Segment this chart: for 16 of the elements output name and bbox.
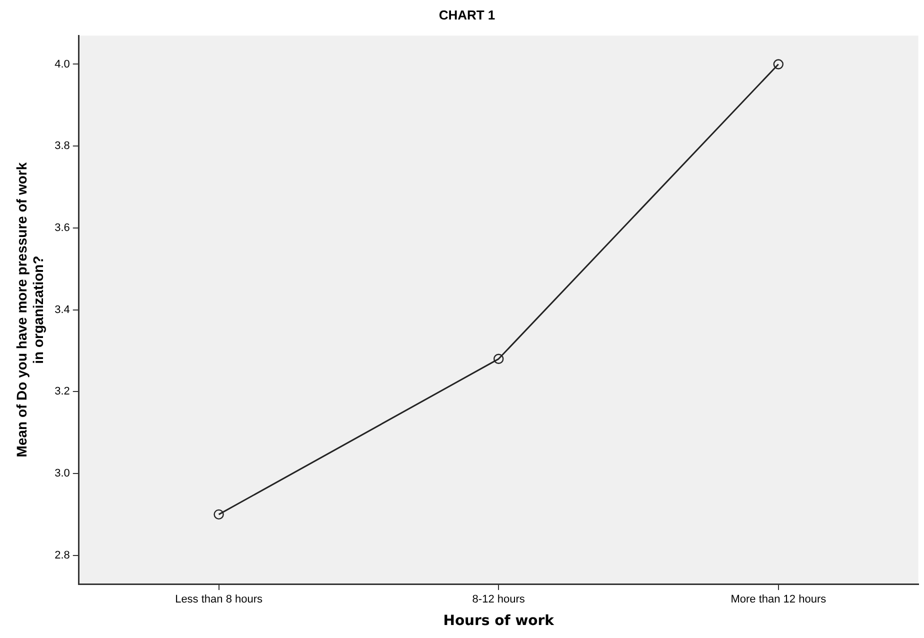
x-tick-label: Less than 8 hours [175,594,264,606]
x-tick-label: More than 12 hours [730,594,827,606]
y-tick-label: 2.8 [54,549,70,562]
chart-title: CHART 1 [438,7,496,22]
y-tick-label: 4.0 [54,58,70,70]
y-tick-label: 3.6 [54,222,70,234]
y-tick-label: 3.4 [54,304,70,316]
x-axis-title: Hours of work [443,613,555,630]
y-tick-label: 3.2 [54,386,70,398]
point [214,509,224,520]
point [493,354,504,364]
y-tick-label: 3.0 [54,468,70,480]
y-axis-title: Mean of Do you have more pressure of work in organization? [13,162,46,458]
point [773,59,784,70]
y-tick-label: 3.8 [54,140,70,152]
x-tick-label: 8-12 hours [472,594,526,606]
